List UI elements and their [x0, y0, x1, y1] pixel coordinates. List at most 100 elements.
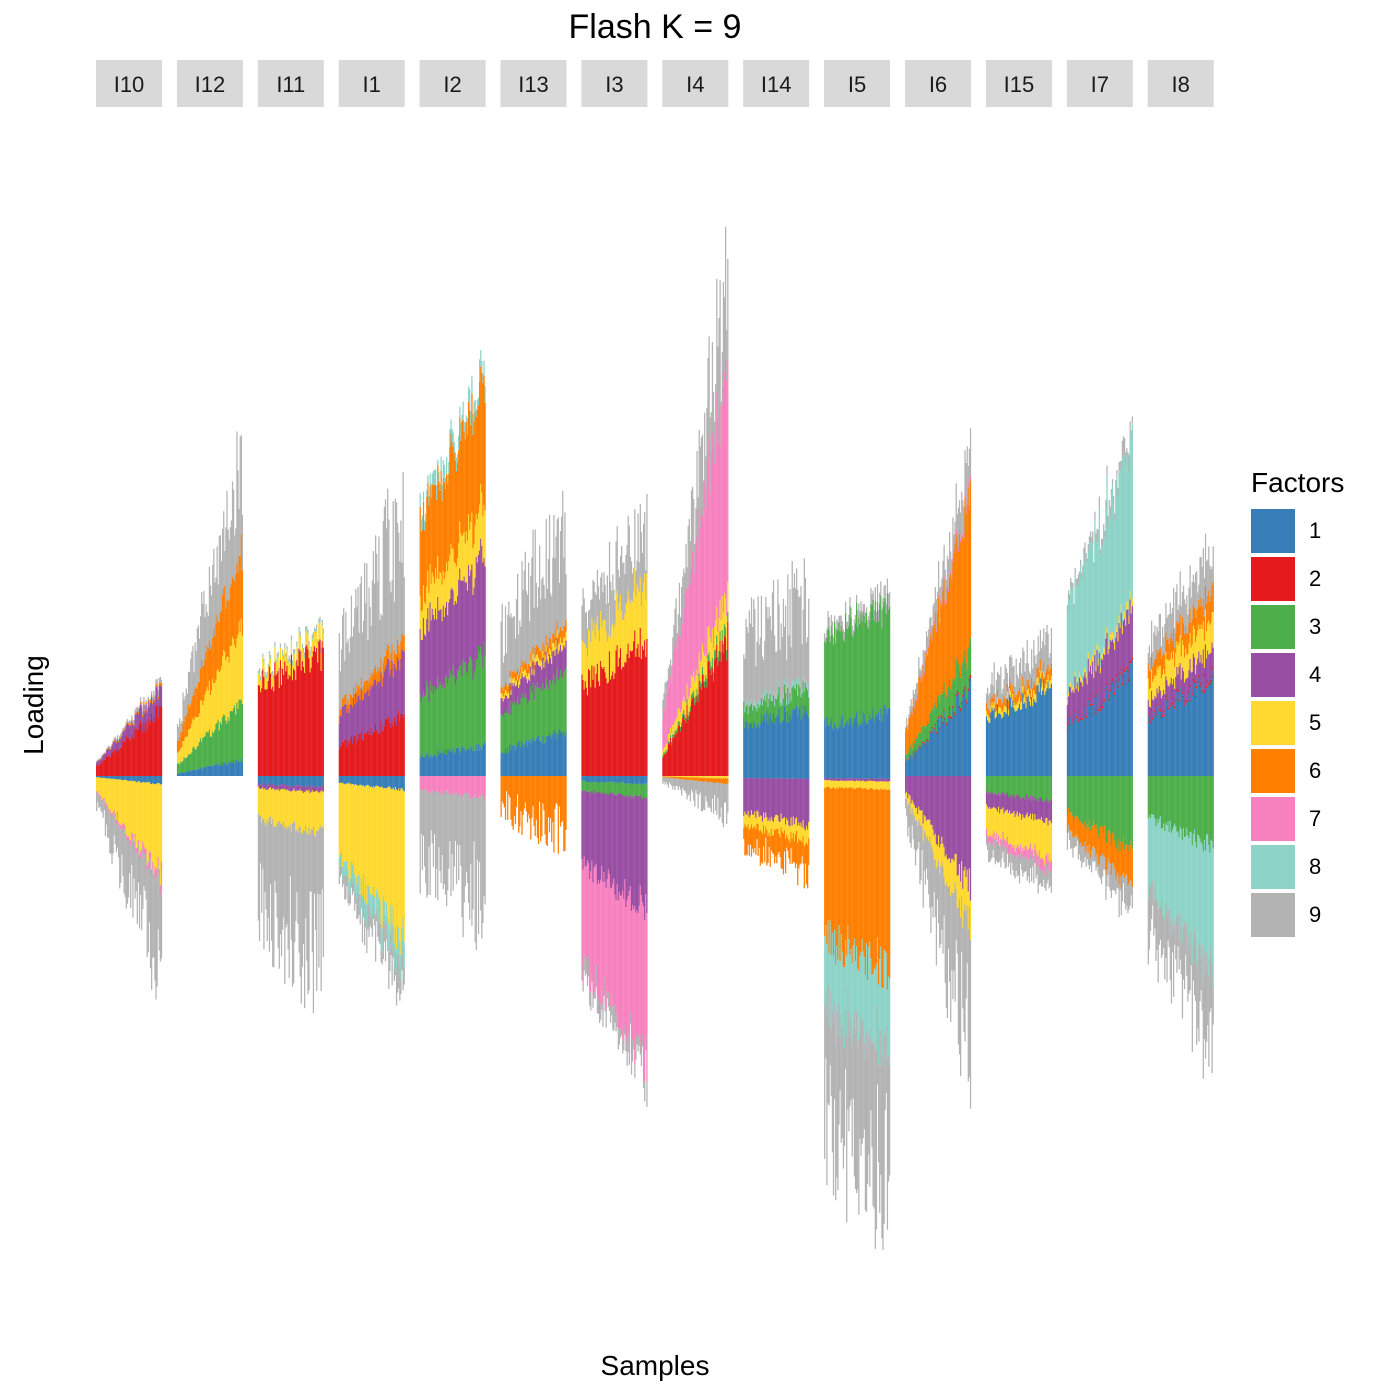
segment-factor-8 — [779, 700, 781, 706]
segment-factor-9 — [362, 894, 365, 918]
segment-factor-2 — [114, 748, 116, 776]
segment-factor-1 — [148, 776, 151, 782]
segment-factor-9 — [802, 609, 804, 676]
segment-factor-9 — [136, 706, 138, 711]
segment-factor-2 — [307, 649, 309, 776]
segment-factor-3 — [756, 711, 758, 727]
segment-factor-9 — [546, 588, 548, 643]
segment-factor-4 — [831, 778, 834, 781]
segment-factor-6 — [202, 666, 204, 706]
segment-factor-5 — [430, 584, 432, 621]
segment-factor-9 — [839, 615, 841, 632]
segment-factor-4 — [451, 587, 453, 677]
segment-factor-6 — [550, 776, 552, 819]
segment-factor-5 — [780, 813, 782, 828]
segment-factor-5 — [619, 594, 622, 649]
segment-factor-9 — [684, 573, 686, 609]
segment-factor-9 — [340, 866, 343, 875]
segment-factor-3 — [696, 688, 698, 697]
segment-factor-6 — [430, 497, 432, 585]
segment-factor-5 — [368, 785, 370, 887]
segment-factor-4 — [530, 666, 532, 687]
segment-factor-4 — [745, 778, 747, 815]
segment-factor-9 — [136, 852, 138, 924]
segment-factor-1 — [226, 763, 228, 776]
segment-factor-5 — [100, 777, 102, 797]
segment-factor-6 — [103, 753, 105, 754]
segment-factor-9 — [644, 1081, 646, 1102]
segment-factor-3 — [779, 705, 781, 724]
segment-factor-9 — [226, 490, 228, 600]
segment-factor-9 — [151, 876, 153, 990]
segment-factor-6 — [513, 776, 515, 817]
segment-factor-3 — [671, 741, 673, 746]
segment-factor-5 — [179, 750, 181, 765]
segment-factor-4 — [857, 778, 859, 782]
sample-bar — [207, 615, 209, 776]
segment-factor-3 — [608, 781, 611, 793]
segment-factor-7 — [621, 895, 623, 1027]
sample-bar — [180, 723, 182, 776]
segment-factor-6 — [190, 704, 192, 729]
segment-factor-3 — [529, 700, 531, 743]
segment-factor-5 — [449, 555, 451, 600]
segment-factor-2 — [138, 724, 141, 776]
segment-factor-1 — [541, 742, 543, 776]
segment-factor-4 — [114, 740, 116, 749]
segment-factor-8 — [283, 656, 285, 660]
segment-factor-2 — [400, 713, 402, 776]
segment-factor-7 — [447, 776, 449, 792]
segment-factor-9 — [675, 598, 677, 641]
segment-factor-6 — [752, 828, 754, 849]
sample-bar — [105, 748, 108, 825]
segment-factor-8 — [454, 451, 457, 461]
sample-bar — [534, 529, 536, 836]
segment-factor-4 — [401, 649, 403, 714]
segment-factor-1 — [183, 772, 185, 776]
segment-factor-2 — [267, 680, 269, 776]
segment-factor-7 — [144, 848, 146, 855]
segment-factor-6 — [114, 739, 116, 741]
segment-factor-6 — [540, 650, 542, 661]
segment-factor-6 — [123, 729, 125, 732]
segment-factor-1 — [548, 732, 551, 776]
segment-factor-7 — [725, 357, 727, 598]
segment-factor-5 — [240, 618, 242, 700]
sample-bar — [236, 431, 238, 776]
segment-factor-6 — [206, 645, 208, 688]
segment-factor-5 — [674, 721, 676, 731]
segment-factor-9 — [519, 620, 521, 672]
segment-factor-1 — [768, 715, 770, 776]
segment-factor-6 — [421, 529, 424, 611]
segment-factor-5 — [667, 776, 670, 777]
segment-factor-6 — [520, 776, 522, 812]
sample-bar — [757, 596, 759, 856]
segment-factor-1 — [126, 776, 129, 781]
segment-factor-5 — [600, 610, 602, 661]
segment-factor-7 — [482, 776, 484, 795]
sample-bar — [848, 615, 850, 1132]
segment-factor-4 — [296, 785, 298, 791]
segment-factor-5 — [290, 791, 293, 832]
segment-factor-9 — [791, 561, 793, 682]
segment-factor-1 — [802, 776, 804, 779]
sample-bar — [140, 697, 142, 895]
segment-factor-4 — [854, 778, 857, 782]
segment-factor-6 — [535, 645, 537, 656]
sample-bar — [138, 705, 141, 929]
segment-factor-4 — [475, 556, 477, 661]
segment-factor-9 — [666, 777, 668, 785]
segment-factor-4 — [424, 634, 426, 697]
segment-factor-1 — [779, 723, 781, 776]
segment-factor-8 — [807, 684, 809, 691]
segment-factor-2 — [645, 656, 647, 776]
segment-factor-9 — [758, 644, 760, 704]
segment-factor-6 — [744, 824, 746, 856]
sample-bar — [319, 616, 321, 895]
sample-bar — [309, 651, 311, 891]
segment-factor-4 — [565, 640, 567, 668]
segment-factor-1 — [355, 776, 357, 785]
segment-factor-5 — [320, 790, 322, 826]
segment-factor-1 — [607, 776, 610, 783]
sample-bar — [297, 648, 299, 924]
